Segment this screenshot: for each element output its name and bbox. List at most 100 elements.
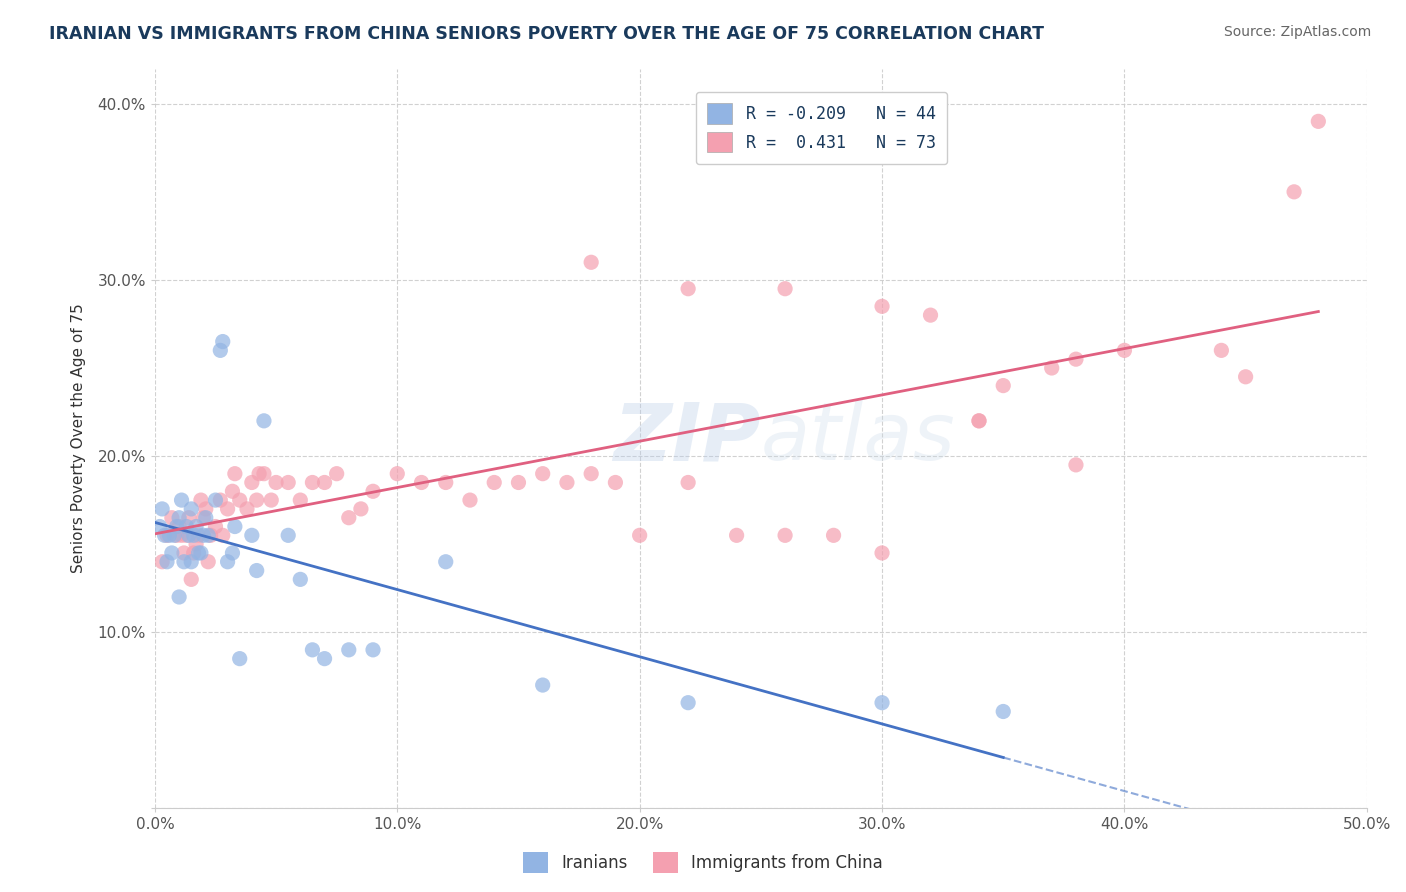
Point (194, 502, 217, 516)
Point (183, 546, 205, 560)
Point (217, 502, 239, 516)
Point (150, 555, 173, 569)
Point (170, 493, 193, 508)
Point (224, 467, 246, 481)
Point (209, 343, 232, 358)
Point (160, 510, 183, 524)
Point (508, 475, 530, 490)
Point (264, 475, 287, 490)
Text: ZIP: ZIP (613, 400, 761, 477)
Point (337, 510, 360, 524)
Point (176, 519, 198, 533)
Point (157, 528, 180, 542)
Point (211, 334, 233, 349)
Point (1064, 458, 1087, 472)
Point (150, 502, 173, 516)
Point (277, 528, 299, 542)
Point (823, 528, 845, 542)
Text: atlas: atlas (761, 400, 956, 477)
Point (1040, 361, 1063, 376)
Point (361, 643, 384, 657)
Point (387, 467, 409, 481)
Point (190, 546, 212, 560)
Point (253, 467, 276, 481)
Point (194, 510, 217, 524)
Point (153, 528, 176, 542)
Point (228, 493, 250, 508)
Point (676, 475, 699, 490)
Point (531, 678, 554, 692)
Point (221, 484, 243, 499)
Point (204, 519, 226, 533)
Point (197, 528, 219, 542)
Point (870, 299, 893, 313)
Point (209, 493, 232, 508)
Point (1114, 343, 1136, 358)
Point (920, 308, 942, 322)
Point (200, 528, 222, 542)
Point (1211, 343, 1233, 358)
Point (773, 528, 796, 542)
Point (187, 528, 209, 542)
Point (228, 651, 250, 665)
Point (458, 493, 481, 508)
Point (253, 414, 276, 428)
Point (184, 537, 207, 551)
Point (290, 493, 312, 508)
Point (301, 643, 323, 657)
Point (773, 282, 796, 296)
Point (221, 546, 243, 560)
Point (870, 546, 893, 560)
Point (325, 467, 347, 481)
Point (290, 573, 312, 587)
Point (870, 696, 893, 710)
Point (967, 414, 990, 428)
Point (350, 502, 373, 516)
Point (177, 528, 200, 542)
Point (246, 564, 269, 578)
Point (173, 555, 195, 569)
Point (149, 519, 172, 533)
Point (166, 519, 188, 533)
Point (211, 528, 233, 542)
Point (177, 510, 200, 524)
Point (193, 510, 215, 524)
Point (183, 528, 205, 542)
Legend: Iranians, Immigrants from China: Iranians, Immigrants from China (516, 846, 890, 880)
Point (180, 555, 202, 569)
Point (434, 475, 457, 490)
Point (180, 502, 202, 516)
Point (176, 528, 198, 542)
Point (167, 590, 190, 604)
Point (246, 493, 269, 508)
Point (361, 484, 384, 499)
Point (967, 414, 990, 428)
Point (166, 528, 188, 542)
Point (260, 493, 283, 508)
Legend: R = -0.209   N = 44, R =  0.431   N = 73: R = -0.209 N = 44, R = 0.431 N = 73 (696, 92, 948, 164)
Point (197, 555, 219, 569)
Y-axis label: Seniors Poverty Over the Age of 75: Seniors Poverty Over the Age of 75 (72, 303, 86, 574)
Point (676, 696, 699, 710)
Point (167, 519, 190, 533)
Point (411, 475, 433, 490)
Point (170, 528, 193, 542)
Point (531, 467, 554, 481)
Point (187, 546, 209, 560)
Point (224, 519, 246, 533)
Point (628, 528, 651, 542)
Point (156, 555, 179, 569)
Text: Source: ZipAtlas.com: Source: ZipAtlas.com (1223, 25, 1371, 39)
Point (1308, 114, 1330, 128)
Point (240, 475, 263, 490)
Point (434, 555, 457, 569)
Point (180, 573, 202, 587)
Point (156, 528, 179, 542)
Point (579, 467, 602, 481)
Point (190, 493, 212, 508)
Point (217, 555, 239, 569)
Point (247, 467, 270, 481)
Point (173, 546, 195, 560)
Point (193, 528, 215, 542)
Point (337, 643, 360, 657)
